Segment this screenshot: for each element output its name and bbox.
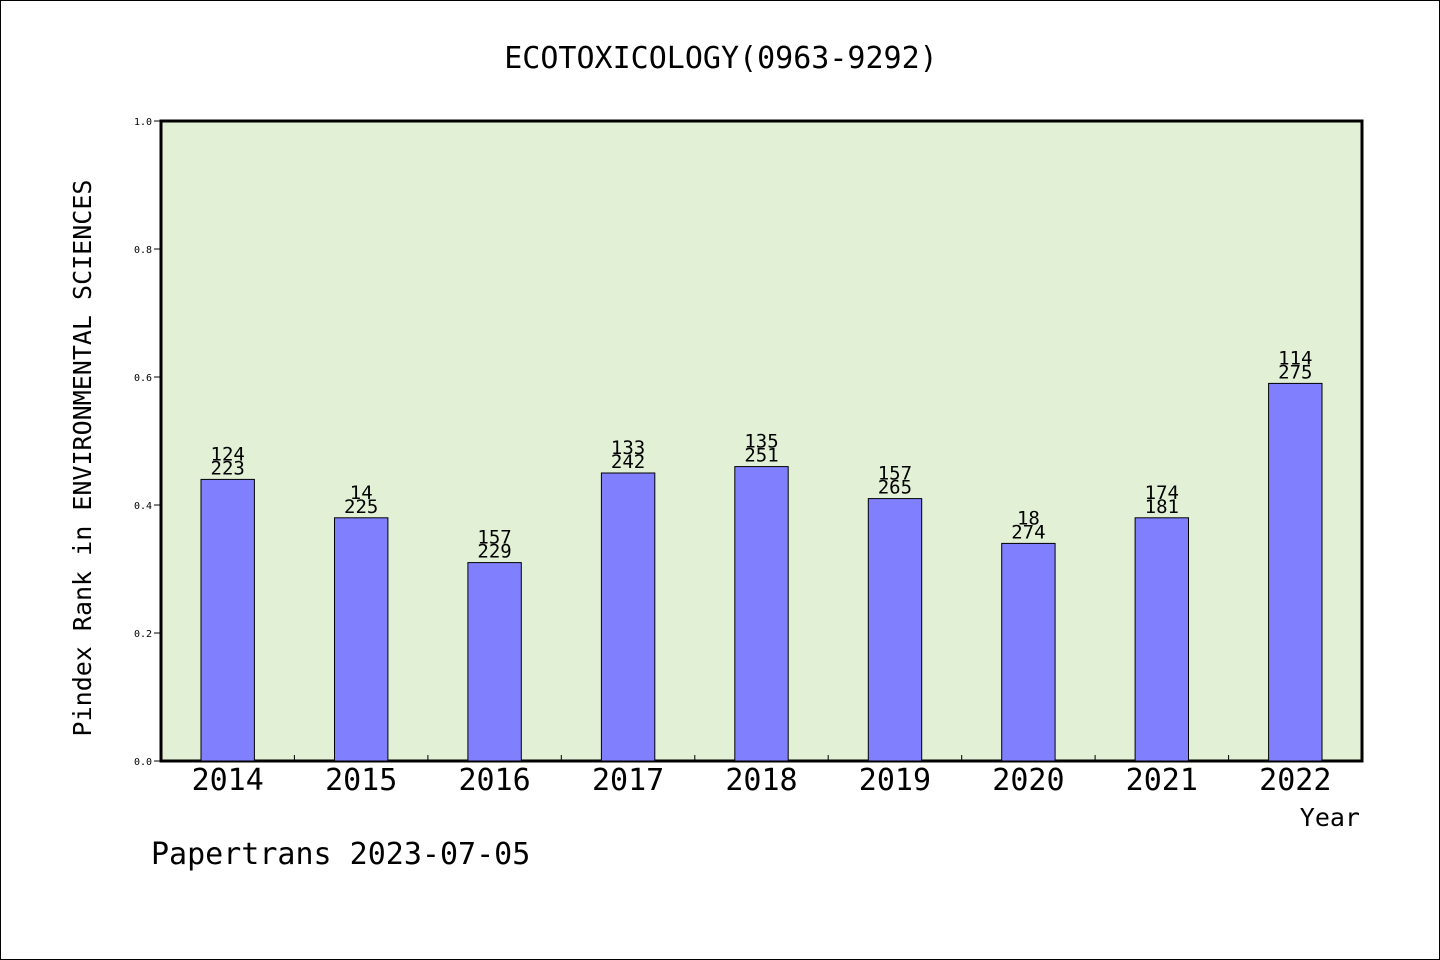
y-tick-label: 0.4 — [134, 501, 152, 512]
bar — [734, 466, 789, 762]
bar-label-top: 174 — [1145, 482, 1179, 504]
y-tick-label: 1.0 — [134, 117, 152, 128]
bar — [200, 478, 255, 762]
y-axis-label: Pindex Rank in ENVIRONMENTAL SCIENCES — [68, 180, 97, 737]
bar-label-bottom: 274 — [1011, 521, 1045, 543]
bar-label-top: 114 — [1278, 347, 1312, 369]
bar-label-top: 124 — [211, 443, 245, 465]
bar-label-top: 157 — [878, 463, 912, 485]
x-tick-label: 2017 — [592, 763, 664, 798]
bar-label-bottom: 223 — [211, 457, 245, 479]
bar-label-top: 157 — [477, 527, 511, 549]
x-tick-label: 2022 — [1259, 763, 1331, 798]
bar-label-top: 133 — [611, 437, 645, 459]
y-tick-label: 0.0 — [134, 757, 152, 768]
x-tick-label: 2015 — [325, 763, 397, 798]
x-tick-label: 2014 — [192, 763, 264, 798]
bar-label-top: 18 — [1017, 507, 1040, 529]
bars-layer: 1242231422515722913324213525115726518274… — [200, 347, 1323, 762]
bar-label-bottom: 229 — [477, 541, 511, 563]
x-tick-label: 2019 — [859, 763, 931, 798]
y-tick-label: 0.8 — [134, 245, 152, 256]
bar — [334, 517, 389, 762]
bar — [467, 562, 522, 762]
bar-label-bottom: 275 — [1278, 361, 1312, 383]
bar-label-bottom: 242 — [611, 451, 645, 473]
x-tick-label: 2016 — [458, 763, 530, 798]
x-tick-label: 2018 — [725, 763, 797, 798]
watermark: Papertrans 2023-07-05 — [151, 837, 530, 872]
ticks-layer: 2014 2015 2016 2017 2018 2019 2020 2021 2022 0.0 0… — [134, 117, 1331, 798]
x-tick-label: 2021 — [1126, 763, 1198, 798]
bar — [1134, 517, 1189, 762]
bar — [600, 472, 656, 762]
bar-label-bottom: 251 — [744, 445, 778, 467]
y-tick-label: 0.2 — [134, 629, 152, 640]
bar-label-bottom: 265 — [878, 477, 912, 499]
bar-label-bottom: 181 — [1145, 496, 1179, 518]
bar — [1268, 382, 1323, 762]
bar-label-top: 14 — [350, 482, 373, 504]
bar-label-bottom: 225 — [344, 496, 378, 518]
bar — [1001, 542, 1056, 762]
y-tick-label: 0.6 — [134, 373, 152, 384]
bar-label-top: 135 — [744, 431, 778, 453]
chart-title: ECOTOXICOLOGY(0963-9292) — [504, 41, 937, 76]
bar — [867, 498, 923, 762]
x-tick-label: 2020 — [992, 763, 1064, 798]
x-axis-label: Year — [1300, 803, 1360, 832]
